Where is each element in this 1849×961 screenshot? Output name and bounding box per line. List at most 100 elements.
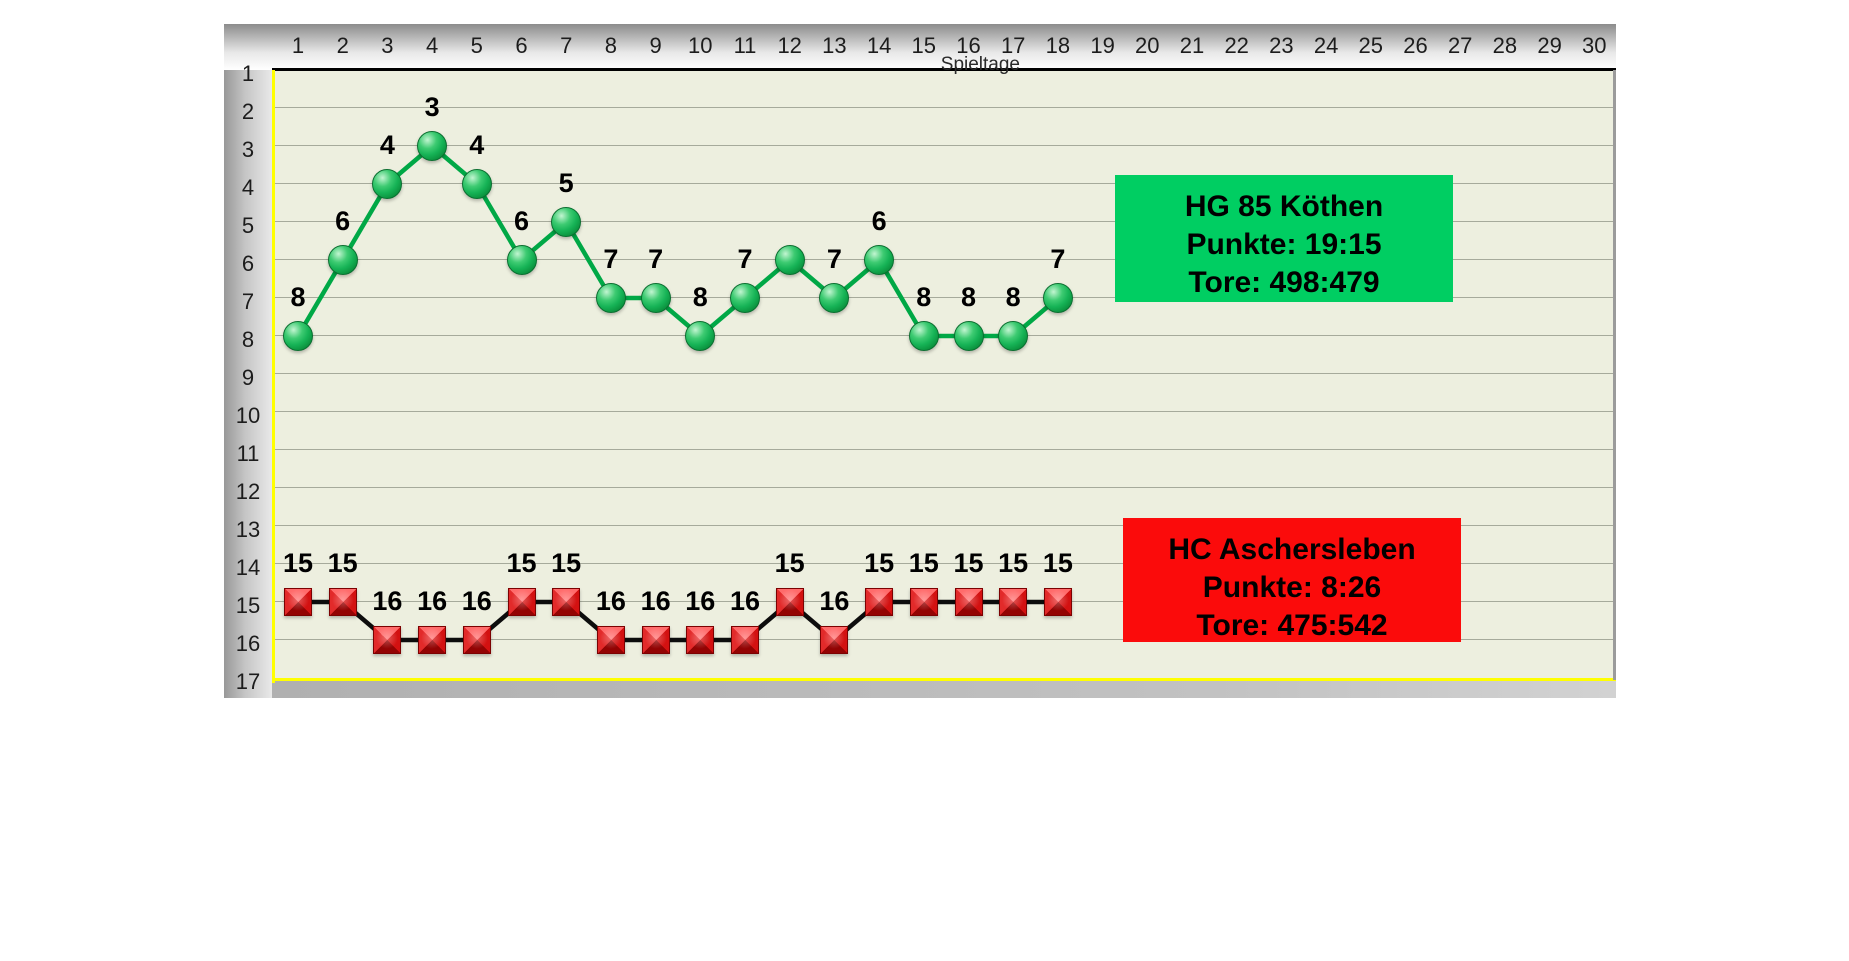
x-tick-label-27: 27	[1447, 33, 1473, 58]
data-point-green-day-5	[461, 169, 492, 199]
data-point-green-day-12	[774, 245, 805, 275]
gridline-row-13	[272, 525, 1616, 526]
data-point-red-day-16	[954, 588, 983, 616]
y-tick-label-1: 1	[241, 61, 255, 86]
y-tick-label-2: 2	[241, 99, 255, 124]
data-point-red-day-7	[552, 588, 581, 616]
y-tick-label-15: 15	[235, 593, 261, 618]
legend-points: Punkte: 19:15	[1186, 228, 1382, 261]
y-tick-label-16: 16	[235, 631, 261, 656]
gridline-row-6	[272, 259, 1616, 260]
data-point-green-day-10	[685, 321, 716, 351]
data-point-green-day-2	[327, 245, 358, 275]
y-tick-label-6: 6	[241, 251, 255, 276]
x-tick-label-4: 4	[425, 33, 439, 58]
gridline-row-14	[272, 563, 1616, 564]
data-point-green-day-11	[730, 283, 760, 313]
x-tick-label-5: 5	[470, 33, 483, 58]
x-tick-label-9: 9	[649, 33, 662, 58]
x-tick-label-3: 3	[381, 33, 394, 58]
x-tick-label-12: 12	[777, 33, 802, 58]
x-tick-label-29: 29	[1537, 33, 1562, 58]
gridline-row-4	[272, 183, 1616, 184]
plot-area: HG 85 Köthen Punkte: 19:15 Tore: 498:479…	[272, 70, 1616, 680]
x-tick-label-26: 26	[1403, 33, 1428, 58]
plot-border-bottom	[272, 678, 1616, 681]
data-label-green-day-14: 6	[871, 206, 887, 236]
x-axis-line	[272, 68, 1616, 71]
data-point-green-day-3	[372, 169, 403, 199]
y-tick-label-5: 5	[241, 213, 255, 238]
plot-border-right	[1613, 70, 1616, 680]
data-label-green-day-17: 8	[1005, 282, 1021, 312]
data-label-red-day-8: 16	[595, 586, 626, 616]
y-tick-label-10: 10	[235, 403, 261, 428]
y-tick-label-13: 13	[235, 517, 261, 542]
data-point-red-day-12	[775, 588, 804, 616]
x-tick-label-22: 22	[1224, 33, 1249, 58]
data-label-red-day-6: 15	[506, 548, 537, 578]
x-tick-label-19: 19	[1090, 33, 1115, 58]
data-point-red-day-18	[1043, 588, 1072, 616]
x-tick-label-1: 1	[291, 33, 305, 58]
y-tick-label-12: 12	[235, 479, 261, 504]
data-label-green-day-13: 7	[826, 244, 842, 274]
data-label-red-day-16: 15	[953, 548, 984, 578]
y-tick-label-11: 11	[236, 441, 260, 466]
x-tick-label-18: 18	[1045, 33, 1071, 58]
data-label-green-day-8: 7	[603, 244, 619, 274]
gridline-row-9	[272, 373, 1616, 374]
legend-box-hg85-koethen: HG 85 Köthen Punkte: 19:15 Tore: 498:479	[1115, 175, 1453, 302]
data-label-green-day-11: 7	[737, 244, 753, 274]
x-tick-label-11: 11	[733, 33, 757, 58]
x-tick-label-21: 21	[1179, 33, 1205, 58]
legend-goals: Tore: 475:542	[1196, 609, 1388, 642]
data-point-green-day-7	[551, 207, 582, 237]
data-label-green-day-7: 5	[558, 168, 574, 198]
gridline-row-11	[272, 449, 1616, 450]
x-tick-label-23: 23	[1269, 33, 1294, 58]
gridline-row-3	[272, 145, 1616, 146]
data-label-green-day-2: 6	[335, 206, 351, 236]
gridline-row-5	[272, 221, 1616, 222]
data-point-red-day-6	[507, 588, 536, 616]
data-label-red-day-5: 16	[461, 586, 492, 616]
x-axis-band	[224, 24, 1616, 70]
data-label-green-day-5: 4	[469, 130, 485, 160]
plot-border-left	[272, 70, 275, 683]
data-label-green-day-4: 3	[424, 92, 440, 122]
data-point-green-day-16	[953, 321, 984, 351]
data-point-green-day-14	[864, 245, 895, 275]
data-point-green-day-6	[506, 245, 537, 275]
data-label-red-day-9: 16	[640, 586, 671, 616]
x-tick-label-10: 10	[688, 33, 713, 58]
data-label-red-day-15: 15	[908, 548, 939, 578]
x-tick-label-13: 13	[822, 33, 847, 58]
data-label-green-day-10: 8	[692, 282, 708, 312]
data-point-red-day-9	[641, 626, 670, 654]
data-label-red-day-11: 16	[729, 586, 761, 616]
x-tick-label-7: 7	[560, 33, 573, 58]
y-tick-label-14: 14	[235, 555, 261, 580]
gridline-row-10	[272, 411, 1616, 412]
gridline-row-12	[272, 487, 1616, 488]
data-label-red-day-1: 15	[282, 548, 314, 578]
data-point-red-day-15	[909, 588, 938, 616]
gridline-row-7	[272, 297, 1616, 298]
data-label-green-day-18: 7	[1050, 244, 1066, 274]
x-tick-label-20: 20	[1135, 33, 1160, 58]
data-label-red-day-18: 15	[1042, 548, 1073, 578]
x-tick-label-25: 25	[1358, 33, 1384, 58]
data-label-green-day-6: 6	[513, 206, 530, 236]
y-axis-band	[224, 24, 272, 698]
x-tick-label-8: 8	[604, 33, 618, 58]
data-label-red-day-10: 16	[685, 586, 716, 616]
data-label-red-day-4: 16	[417, 586, 448, 616]
x-tick-label-24: 24	[1313, 33, 1339, 58]
y-tick-label-9: 9	[241, 365, 255, 390]
data-point-red-day-2	[328, 588, 357, 616]
data-point-green-day-18	[1042, 283, 1073, 313]
data-label-green-day-15: 8	[916, 282, 932, 312]
y-tick-label-8: 8	[241, 327, 255, 352]
x-tick-label-16: 16	[956, 33, 981, 58]
